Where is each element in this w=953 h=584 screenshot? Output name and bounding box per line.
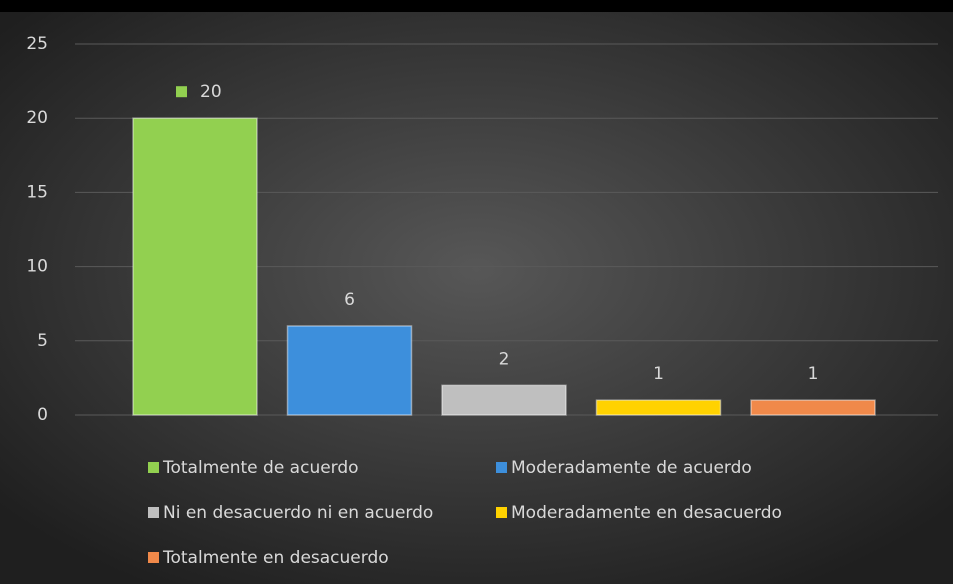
bar bbox=[132, 117, 258, 416]
bar bbox=[750, 399, 876, 416]
data-label: 1 bbox=[808, 364, 819, 384]
y-tick-label: 25 bbox=[26, 34, 48, 54]
bar bbox=[441, 384, 567, 416]
legend-key bbox=[148, 552, 159, 563]
label-legend-key bbox=[176, 86, 187, 98]
data-label: 2 bbox=[499, 349, 510, 369]
legend-label: Totalmente en desacuerdo bbox=[162, 548, 389, 568]
data-label: 20 bbox=[200, 82, 222, 102]
y-tick-label: 15 bbox=[26, 182, 48, 202]
legend-label: Moderadamente en desacuerdo bbox=[511, 503, 782, 523]
data-label: 1 bbox=[653, 364, 664, 384]
legend-label: Moderadamente de acuerdo bbox=[511, 458, 752, 478]
legend-key bbox=[496, 507, 507, 518]
y-tick-label: 20 bbox=[26, 108, 48, 128]
data-label: 6 bbox=[344, 290, 355, 310]
bar bbox=[286, 325, 413, 416]
legend-label: Totalmente de acuerdo bbox=[162, 458, 359, 478]
y-tick-label: 0 bbox=[37, 405, 48, 425]
y-tick-label: 10 bbox=[26, 257, 48, 277]
legend-label: Ni en desacuerdo ni en acuerdo bbox=[163, 503, 433, 523]
legend-key bbox=[148, 507, 159, 518]
legend-key bbox=[496, 462, 507, 473]
legend-key bbox=[148, 462, 159, 473]
y-tick-label: 5 bbox=[37, 331, 48, 351]
bar bbox=[595, 399, 722, 416]
